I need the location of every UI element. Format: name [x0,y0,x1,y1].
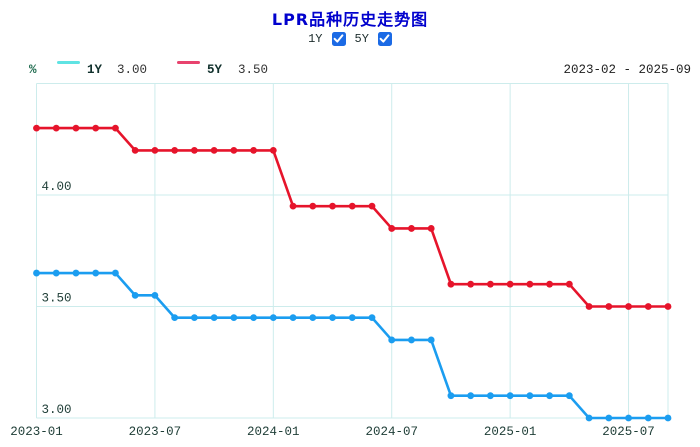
svg-text:3.50: 3.50 [42,292,72,306]
1y-checkbox[interactable] [331,31,346,46]
legend-5y-value: 3.50 [238,63,269,77]
svg-text:2024-07: 2024-07 [365,425,418,439]
y-axis-unit: % [29,63,37,77]
5y-checkbox[interactable] [377,31,392,46]
check-icon [380,34,390,43]
toggle-5y-label: 5Y [354,31,369,46]
svg-text:2024-01: 2024-01 [247,425,300,439]
svg-text:4.00: 4.00 [42,180,72,194]
date-range-label: 2023-02 - 2025-09 [563,63,691,77]
svg-text:2023-01: 2023-01 [10,425,63,439]
legend-1y-name: 1Y [87,63,103,77]
series-toggle-row: 1Y 5Y [0,30,700,47]
legend-1y-swatch [57,61,80,64]
legend-1y-value: 3.00 [117,63,148,77]
toggle-1y-label: 1Y [308,31,323,46]
legend: % 1Y 3.00 5Y 3.50 2023-02 - 2025-09 [0,61,700,79]
svg-text:2025-01: 2025-01 [484,425,537,439]
legend-5y-swatch [177,61,200,64]
check-icon [333,34,344,43]
page-title: LPR品种历史走势图 [271,10,429,29]
svg-text:2025-07: 2025-07 [602,425,655,439]
legend-5y-name: 5Y [207,63,223,77]
svg-text:3.00: 3.00 [42,403,72,417]
svg-text:2023-07: 2023-07 [129,425,182,439]
